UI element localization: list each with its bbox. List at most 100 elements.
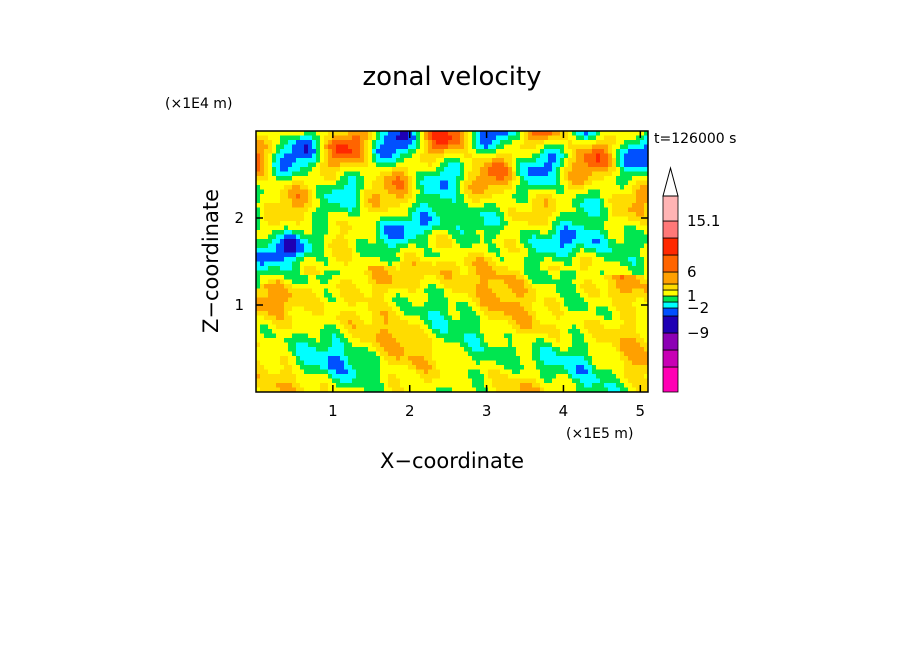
heatmap-cell bbox=[356, 302, 361, 308]
heatmap-cell bbox=[564, 279, 569, 285]
heatmap-cell bbox=[640, 131, 645, 137]
heatmap-cell bbox=[452, 315, 457, 321]
heatmap-cell bbox=[596, 216, 601, 222]
heatmap-cell bbox=[624, 311, 629, 317]
heatmap-cell bbox=[592, 207, 597, 213]
heatmap-cell bbox=[360, 194, 365, 200]
heatmap-cell bbox=[532, 324, 537, 330]
heatmap-cell bbox=[340, 284, 345, 290]
heatmap-cell bbox=[416, 216, 421, 222]
heatmap-cell bbox=[280, 315, 285, 321]
heatmap-cell bbox=[524, 257, 529, 263]
heatmap-cell bbox=[552, 347, 557, 353]
heatmap-cell bbox=[336, 135, 341, 141]
heatmap-cell bbox=[344, 207, 349, 213]
heatmap-cell bbox=[340, 135, 345, 141]
heatmap-cell bbox=[396, 198, 401, 204]
heatmap-cell bbox=[328, 293, 333, 299]
heatmap-cell bbox=[372, 239, 377, 245]
heatmap-cell bbox=[520, 297, 525, 303]
heatmap-cell bbox=[516, 351, 521, 357]
heatmap-cell bbox=[640, 257, 645, 263]
heatmap-cell bbox=[476, 266, 481, 272]
heatmap-cell bbox=[412, 320, 417, 326]
heatmap-cell bbox=[520, 140, 525, 146]
heatmap-cell bbox=[408, 140, 413, 146]
heatmap-cell bbox=[356, 230, 361, 236]
heatmap-cell bbox=[284, 302, 289, 308]
heatmap-cell bbox=[600, 207, 605, 213]
heatmap-cell bbox=[384, 131, 389, 137]
heatmap-cell bbox=[548, 234, 553, 240]
heatmap-cell bbox=[364, 176, 369, 182]
heatmap-cell bbox=[380, 140, 385, 146]
heatmap-cell bbox=[372, 153, 377, 159]
heatmap-cell bbox=[612, 266, 617, 272]
heatmap-cell bbox=[556, 293, 561, 299]
heatmap-cell bbox=[296, 158, 301, 164]
heatmap-cell bbox=[332, 189, 337, 195]
heatmap-cell bbox=[552, 144, 557, 150]
heatmap-cell bbox=[256, 203, 261, 209]
heatmap-cell bbox=[456, 185, 461, 191]
heatmap-cell bbox=[548, 180, 553, 186]
heatmap-cell bbox=[408, 338, 413, 344]
heatmap-cell bbox=[432, 203, 437, 209]
heatmap-cell bbox=[268, 333, 273, 339]
heatmap-cell bbox=[580, 144, 585, 150]
heatmap-cell bbox=[352, 248, 357, 254]
heatmap-cell bbox=[536, 329, 541, 335]
heatmap-cell bbox=[468, 302, 473, 308]
heatmap-cell bbox=[464, 207, 469, 213]
heatmap-cell bbox=[612, 189, 617, 195]
heatmap-cell bbox=[444, 140, 449, 146]
heatmap-cell bbox=[500, 203, 505, 209]
heatmap-cell bbox=[504, 266, 509, 272]
heatmap-cell bbox=[280, 212, 285, 218]
heatmap-cell bbox=[604, 266, 609, 272]
heatmap-cell bbox=[296, 149, 301, 155]
heatmap-cell bbox=[548, 216, 553, 222]
heatmap-cell bbox=[492, 252, 497, 258]
heatmap-cell bbox=[416, 252, 421, 258]
heatmap-cell bbox=[632, 279, 637, 285]
heatmap-cell bbox=[500, 252, 505, 258]
heatmap-cell bbox=[396, 329, 401, 335]
heatmap-cell bbox=[412, 297, 417, 303]
heatmap-cell bbox=[536, 131, 541, 137]
heatmap-cell bbox=[512, 131, 517, 137]
heatmap-cell bbox=[580, 185, 585, 191]
heatmap-cell bbox=[472, 198, 477, 204]
heatmap-cell bbox=[328, 194, 333, 200]
heatmap-cell bbox=[300, 149, 305, 155]
heatmap-cell bbox=[452, 297, 457, 303]
heatmap-cell bbox=[464, 225, 469, 231]
heatmap-cell bbox=[292, 140, 297, 146]
heatmap-cell bbox=[472, 216, 477, 222]
heatmap-cell bbox=[276, 135, 281, 141]
heatmap-cell bbox=[528, 279, 533, 285]
heatmap-cell bbox=[388, 342, 393, 348]
heatmap-cell bbox=[268, 140, 273, 146]
heatmap-cell bbox=[260, 221, 265, 227]
heatmap-cell bbox=[452, 198, 457, 204]
heatmap-cell bbox=[508, 257, 513, 263]
heatmap-cell bbox=[440, 306, 445, 312]
heatmap-cell bbox=[376, 275, 381, 281]
heatmap-cell bbox=[360, 207, 365, 213]
heatmap-cell bbox=[560, 225, 565, 231]
heatmap-cell bbox=[328, 275, 333, 281]
heatmap-cell bbox=[444, 221, 449, 227]
heatmap-cell bbox=[544, 207, 549, 213]
heatmap-cell bbox=[348, 207, 353, 213]
heatmap-cell bbox=[624, 140, 629, 146]
heatmap-cell bbox=[260, 248, 265, 254]
heatmap-cell bbox=[344, 203, 349, 209]
heatmap-cell bbox=[636, 329, 641, 335]
heatmap-cell bbox=[356, 293, 361, 299]
heatmap-cell bbox=[628, 140, 633, 146]
heatmap-cell bbox=[532, 144, 537, 150]
heatmap-cell bbox=[356, 342, 361, 348]
heatmap-cell bbox=[364, 162, 369, 168]
heatmap-cell bbox=[472, 162, 477, 168]
